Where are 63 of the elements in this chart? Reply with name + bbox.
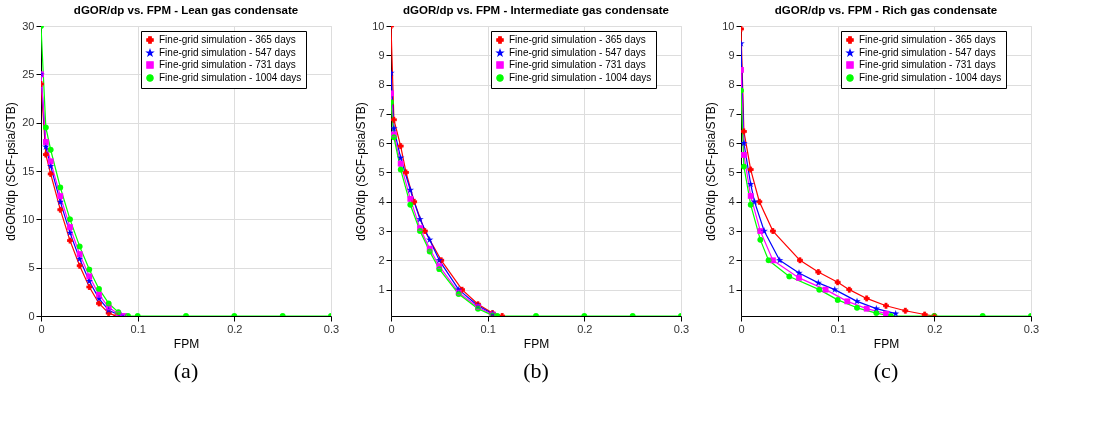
legend-label: Fine-grid simulation - 1004 days [159,72,302,83]
y-tick-label: 5 [378,165,385,178]
x-tick-label: 0.1 [830,322,846,335]
y-tick-label: 10 [722,19,735,32]
y-tick-label: 10 [22,212,35,225]
x-tick-label: 0.1 [480,322,496,335]
y-tick-label: 3 [728,224,735,237]
text: (a) [173,358,199,383]
y-tick-label: 10 [372,19,385,32]
y-tick-label: 5 [28,261,35,274]
y-axis-title: dGOR/dp (SCF-psia/STB) [704,102,719,241]
y-tick-label: 30 [22,19,35,32]
y-tick-label: 9 [378,48,385,61]
y-tick-label: 3 [378,224,385,237]
legend-label: Fine-grid simulation - 547 days [159,47,296,58]
chart-title: dGOR/dp vs. FPM - Lean gas condensate [73,3,299,16]
y-tick-label: 8 [378,78,385,91]
text: (b) [523,358,549,383]
y-tick-label: 1 [378,283,385,296]
chart-title: dGOR/dp vs. FPM - Rich gas condensate [774,3,998,16]
x-tick-label: 0.3 [1023,322,1040,335]
y-tick-label: 15 [22,164,35,177]
x-tick-label: 0 [738,322,745,335]
legend-label: Fine-grid simulation - 365 days [509,34,646,45]
legend-label: Fine-grid simulation - 1004 days [509,72,652,83]
x-axis-title: FPM [173,336,200,351]
y-tick-label: 1 [728,283,735,296]
legend-label: Fine-grid simulation - 731 days [159,59,296,70]
legend-label: Fine-grid simulation - 365 days [859,34,996,45]
text: (c) [873,358,899,383]
x-axis-title: FPM [523,336,550,351]
y-tick-label: 25 [22,67,35,80]
x-tick-label: 0.1 [130,322,146,335]
y-tick-label: 7 [728,107,735,120]
legend-label: Fine-grid simulation - 365 days [159,34,296,45]
x-tick-label: 0.3 [323,322,340,335]
y-axis-title: dGOR/dp (SCF-psia/STB) [354,102,369,241]
y-tick-label: 6 [728,136,735,149]
y-tick-label: 4 [728,195,735,208]
x-tick-label: 0.2 [577,322,593,335]
x-tick-label: 0.2 [927,322,943,335]
x-tick-label: 0 [38,322,45,335]
x-axis-title: FPM [873,336,900,351]
legend-label: Fine-grid simulation - 547 days [509,47,646,58]
y-tick-label: 2 [378,253,385,266]
legend-label: Fine-grid simulation - 731 days [509,59,646,70]
x-tick-label: 0.2 [227,322,243,335]
y-tick-label: 4 [378,195,385,208]
y-tick-label: 8 [728,78,735,91]
y-axis-title: dGOR/dp (SCF-psia/STB) [4,102,19,241]
y-tick-label: 9 [728,48,735,61]
y-tick-label: 2 [728,253,735,266]
legend-label: Fine-grid simulation - 547 days [859,47,996,58]
x-tick-label: 0.3 [673,322,690,335]
y-tick-label: 7 [378,107,385,120]
y-tick-label: 6 [378,136,385,149]
legend-label: Fine-grid simulation - 1004 days [859,72,1002,83]
y-tick-label: 20 [22,116,35,129]
y-tick-label: 0 [28,309,35,322]
chart-title: dGOR/dp vs. FPM - Intermediate gas condensate [403,3,669,16]
y-tick-label: 5 [728,165,735,178]
legend-label: Fine-grid simulation - 731 days [859,59,996,70]
x-tick-label: 0 [388,322,395,335]
